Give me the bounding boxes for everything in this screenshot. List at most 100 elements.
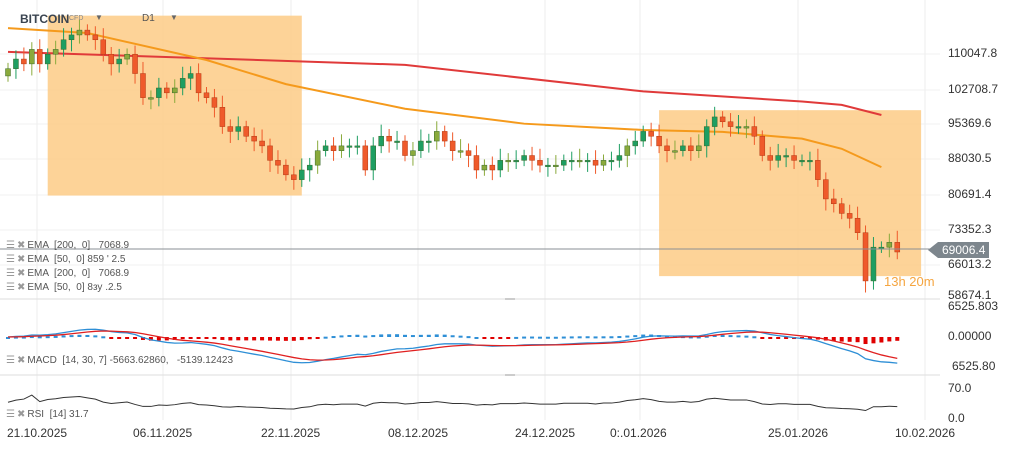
symbol-name[interactable]: BITCOIN bbox=[20, 12, 70, 26]
caret-down-icon[interactable]: ▼ bbox=[95, 13, 103, 22]
candle bbox=[727, 121, 734, 127]
timeframe-selector[interactable]: D1 bbox=[142, 13, 155, 24]
candle bbox=[251, 135, 257, 142]
macd-histogram-bar bbox=[299, 337, 304, 341]
menu-icon[interactable]: ☰ bbox=[6, 268, 15, 279]
date-axis-label: 0:.01.2026 bbox=[610, 426, 667, 440]
close-icon[interactable]: ✖ bbox=[16, 282, 26, 293]
price-axis-label: 73352.3 bbox=[948, 222, 992, 236]
candle bbox=[330, 145, 337, 151]
candle bbox=[584, 160, 591, 163]
candle bbox=[211, 97, 218, 108]
legend-rsi[interactable]: ☰ ✖ RSI [14] 31.7 bbox=[6, 409, 89, 420]
current-price-label: 69006.4 bbox=[927, 242, 990, 258]
macd-histogram-bar bbox=[244, 337, 249, 341]
candle bbox=[481, 164, 488, 171]
candle bbox=[314, 150, 321, 166]
macd-histogram-bar bbox=[133, 337, 138, 339]
candle bbox=[767, 155, 773, 161]
menu-icon[interactable]: ☰ bbox=[6, 240, 15, 251]
candle bbox=[21, 58, 27, 65]
macd-histogram-bar bbox=[625, 335, 630, 338]
macd-histogram-bar bbox=[426, 334, 431, 337]
candle bbox=[846, 213, 853, 219]
macd-histogram-bar bbox=[268, 337, 273, 341]
macd-histogram-bar bbox=[458, 335, 463, 338]
macd-histogram-bar bbox=[688, 336, 693, 339]
close-icon[interactable]: ✖ bbox=[16, 409, 26, 420]
close-icon[interactable]: ✖ bbox=[16, 254, 26, 265]
macd-histogram-bar bbox=[196, 337, 201, 339]
caret-down-icon[interactable]: ▼ bbox=[170, 13, 178, 22]
menu-icon[interactable]: ☰ bbox=[6, 254, 15, 265]
menu-icon[interactable]: ☰ bbox=[6, 282, 15, 293]
legend-ema50[interactable]: ☰ ✖ EMA [50, 0] 859 ' 2.5 bbox=[6, 254, 126, 265]
macd-histogram-bar bbox=[109, 337, 114, 339]
macd-signal-line bbox=[7, 330, 898, 361]
instrument-type: CFD bbox=[69, 15, 84, 22]
macd-axis-label: 0.00000 bbox=[948, 329, 992, 343]
macd-histogram-bar bbox=[768, 337, 773, 339]
candle bbox=[132, 53, 138, 74]
macd-histogram-bar bbox=[69, 335, 74, 338]
candle bbox=[529, 155, 535, 161]
candle bbox=[60, 39, 67, 50]
candle bbox=[799, 160, 805, 163]
candle bbox=[537, 160, 543, 166]
macd-histogram-bar bbox=[760, 337, 765, 339]
macd-histogram-bar bbox=[260, 337, 265, 341]
candle bbox=[703, 126, 710, 147]
macd-histogram-bar bbox=[331, 336, 336, 339]
macd-histogram-bar bbox=[180, 337, 185, 340]
highlight-zone bbox=[47, 15, 302, 196]
date-axis-label: 10.02.2026 bbox=[895, 426, 956, 440]
macd-histogram-bar bbox=[863, 337, 868, 345]
macd-histogram-bar bbox=[37, 336, 42, 339]
macd-histogram-bar bbox=[839, 337, 844, 342]
candle bbox=[783, 155, 789, 158]
ema50-line bbox=[7, 27, 882, 169]
candle bbox=[831, 198, 837, 205]
menu-icon[interactable]: ☰ bbox=[6, 355, 15, 366]
macd-histogram-bar bbox=[887, 337, 892, 342]
macd-histogram-bar bbox=[807, 337, 812, 339]
close-icon[interactable]: ✖ bbox=[16, 268, 26, 279]
macd-histogram-bar bbox=[204, 337, 209, 339]
macd-histogram-bar bbox=[347, 334, 352, 337]
candle bbox=[592, 160, 599, 166]
legend-ema200[interactable]: ☰ ✖ EMA [200, 0] 7068.9 bbox=[6, 268, 130, 279]
macd-histogram-bar bbox=[712, 335, 717, 338]
close-icon[interactable]: ✖ bbox=[16, 355, 26, 366]
legend-ema50[interactable]: ☰ ✖ EMA [50, 0] 8зу .2.5 bbox=[6, 282, 122, 293]
macd-histogram-bar bbox=[387, 334, 392, 337]
candle bbox=[346, 145, 353, 148]
macd-axis-label: 6525.803 bbox=[948, 299, 999, 313]
price-axis-label: 80691.4 bbox=[948, 187, 992, 201]
macd-histogram-bar bbox=[252, 337, 257, 341]
candle bbox=[854, 217, 861, 233]
macd-histogram-bar bbox=[696, 336, 701, 339]
date-axis-label: 24.12.2025 bbox=[515, 426, 576, 440]
legend-macd[interactable]: ☰ ✖ MACD [14, 30, 7] -5663.62860, -5139.12… bbox=[6, 355, 234, 366]
candle bbox=[815, 160, 821, 180]
close-icon[interactable]: ✖ bbox=[16, 240, 26, 251]
macd-histogram-bar bbox=[482, 337, 487, 339]
candle bbox=[370, 145, 376, 171]
macd-histogram-bar bbox=[522, 336, 527, 339]
legend-ema200[interactable]: ☰ ✖ EMA [200, 0] 7068.9 bbox=[6, 240, 130, 251]
macd-histogram-bar bbox=[871, 337, 876, 344]
candle bbox=[664, 145, 670, 151]
candle bbox=[306, 164, 313, 171]
macd-histogram-bar bbox=[704, 335, 709, 338]
macd-histogram-bar bbox=[117, 337, 122, 339]
macd-histogram-bar bbox=[736, 335, 741, 338]
candle bbox=[203, 92, 210, 98]
candle bbox=[521, 155, 527, 161]
candle bbox=[410, 150, 416, 156]
macd-histogram-bar bbox=[561, 336, 566, 339]
macd-histogram-bar bbox=[283, 337, 288, 341]
macd-histogram-bar bbox=[855, 337, 860, 343]
menu-icon[interactable]: ☰ bbox=[6, 409, 15, 420]
candle bbox=[870, 246, 877, 282]
